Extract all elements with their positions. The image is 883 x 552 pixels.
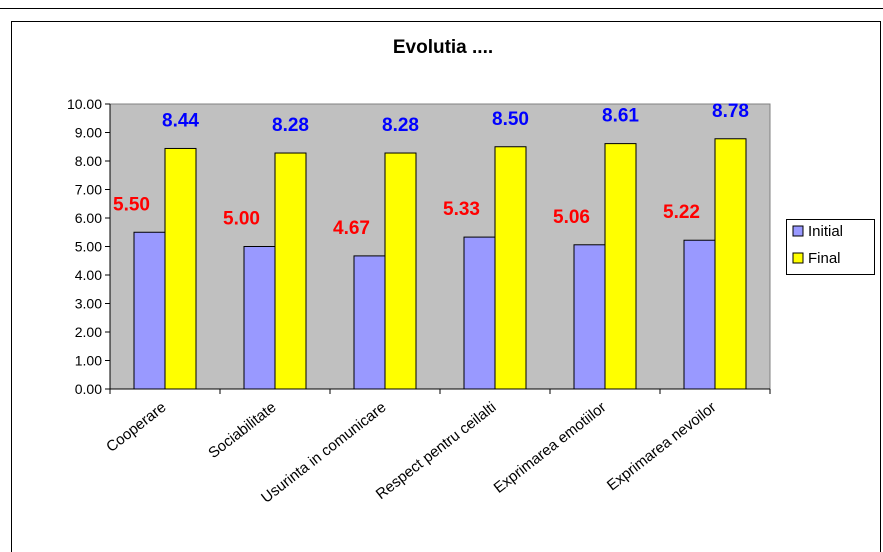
data-label-final: 8.50 bbox=[492, 109, 529, 130]
y-tick-label: 4.00 bbox=[75, 267, 102, 283]
data-label-initial: 5.22 bbox=[663, 202, 700, 223]
bar-final-5 bbox=[714, 138, 747, 390]
data-label-final: 8.28 bbox=[272, 115, 309, 136]
data-label-initial: 4.67 bbox=[333, 218, 370, 239]
y-tick-label: 1.00 bbox=[75, 353, 102, 369]
data-label-final: 8.28 bbox=[382, 115, 419, 136]
y-tick-label: 5.00 bbox=[75, 239, 102, 255]
data-label-initial: 5.50 bbox=[113, 194, 150, 215]
y-axis: 0.00 1.00 2.00 3.00 4.00 5.00 6.00 7.00 8.00 9.00… bbox=[67, 96, 111, 397]
y-tick-label: 3.00 bbox=[75, 296, 102, 312]
bar-initial-5 bbox=[683, 239, 716, 390]
bar-final-2 bbox=[384, 152, 417, 390]
bar-initial-1 bbox=[243, 246, 276, 390]
data-label-initial: 5.00 bbox=[223, 209, 260, 230]
legend-label-final: Final bbox=[808, 250, 841, 267]
legend: Initial Final bbox=[786, 219, 875, 275]
y-tick-label: 2.00 bbox=[75, 324, 102, 340]
y-tick-label: 9.00 bbox=[75, 125, 102, 141]
y-tick-label: 6.00 bbox=[75, 210, 102, 226]
data-label-final: 8.78 bbox=[712, 101, 749, 122]
data-labels: 5.50 5.00 4.67 5.33 5.06 5.22 8.44 8.28 8.28 8.50… bbox=[113, 101, 749, 239]
legend-swatch-initial bbox=[792, 225, 804, 237]
y-tick-label: 8.00 bbox=[75, 153, 102, 169]
data-label-initial: 5.33 bbox=[443, 199, 480, 220]
bar-final-1 bbox=[274, 152, 307, 390]
bar-initial-3 bbox=[463, 236, 496, 390]
bar-initial-2 bbox=[353, 255, 386, 390]
plot-area bbox=[109, 103, 771, 390]
legend-swatch-final bbox=[792, 252, 804, 264]
data-label-final: 8.61 bbox=[602, 106, 639, 127]
y-tick-label: 0.00 bbox=[75, 381, 102, 397]
data-label-initial: 5.06 bbox=[553, 207, 590, 228]
bar-final-0 bbox=[164, 147, 197, 390]
bar-final-3 bbox=[494, 146, 527, 390]
bar-final-4 bbox=[604, 143, 637, 390]
chart-title: Evolutia .... bbox=[393, 37, 493, 58]
y-tick-label: 10.00 bbox=[67, 96, 102, 112]
legend-label-initial: Initial bbox=[808, 223, 843, 240]
bar-initial-4 bbox=[573, 244, 606, 390]
data-label-final: 8.44 bbox=[162, 110, 199, 131]
y-tick-label: 7.00 bbox=[75, 182, 102, 198]
bar-initial-0 bbox=[133, 231, 166, 390]
bars bbox=[133, 138, 747, 390]
